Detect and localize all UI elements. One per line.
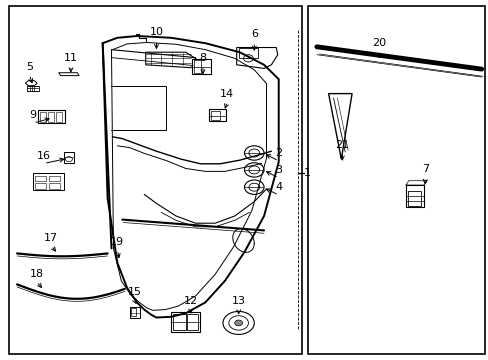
Text: 16: 16 (37, 150, 51, 161)
Text: 4: 4 (275, 182, 282, 192)
Bar (56, 112, 61, 122)
Bar (238, 48, 258, 58)
Text: 18: 18 (30, 269, 43, 279)
Text: 1: 1 (303, 168, 310, 178)
Bar (49, 183, 60, 189)
Text: 10: 10 (149, 27, 163, 37)
Bar (9, 6, 302, 354)
Bar (209, 109, 225, 121)
Text: 17: 17 (44, 233, 58, 243)
Bar (33, 173, 63, 190)
Bar (131, 308, 136, 316)
Bar (193, 60, 201, 73)
Text: 2: 2 (275, 148, 282, 158)
Bar (407, 191, 420, 206)
Text: 8: 8 (199, 53, 206, 63)
Bar (49, 176, 60, 181)
Bar (173, 314, 185, 330)
Text: 3: 3 (275, 165, 282, 175)
Bar (186, 314, 197, 330)
Text: 13: 13 (231, 296, 245, 306)
Bar (191, 59, 211, 74)
Bar (38, 110, 65, 123)
Bar (35, 183, 46, 189)
Bar (211, 111, 220, 120)
Bar (27, 86, 39, 91)
Bar (63, 152, 74, 163)
Text: 12: 12 (183, 296, 197, 306)
Text: 11: 11 (64, 53, 78, 63)
Bar (40, 112, 46, 122)
Bar (307, 6, 484, 354)
Circle shape (234, 320, 242, 326)
Text: 5: 5 (26, 62, 33, 72)
Text: 21: 21 (335, 140, 348, 150)
Bar (405, 185, 424, 207)
Text: 20: 20 (371, 38, 385, 48)
Text: 15: 15 (127, 287, 141, 297)
Bar (129, 307, 140, 318)
Bar (171, 312, 199, 332)
Text: 14: 14 (220, 89, 234, 99)
Text: 7: 7 (421, 164, 428, 174)
Bar (35, 176, 46, 181)
Text: 19: 19 (110, 237, 124, 247)
Text: 9: 9 (30, 110, 37, 120)
Text: 6: 6 (250, 29, 257, 39)
Bar (48, 112, 54, 122)
